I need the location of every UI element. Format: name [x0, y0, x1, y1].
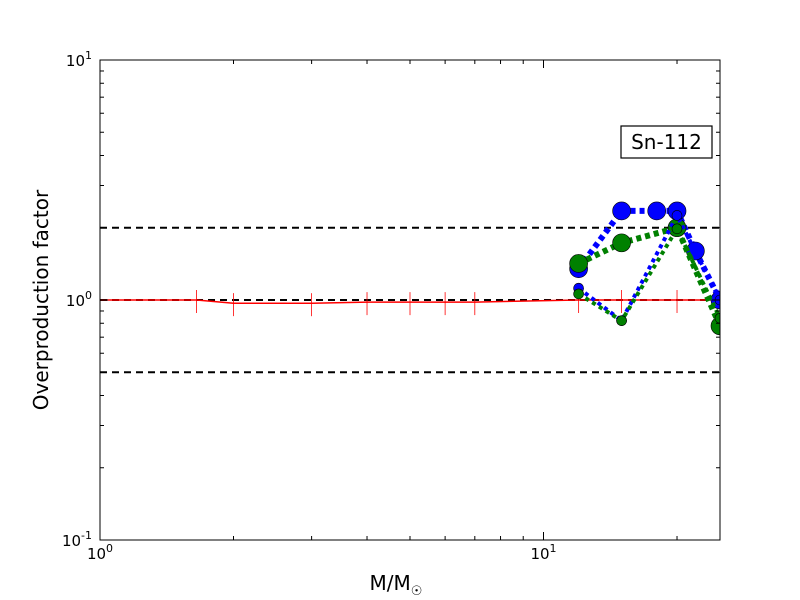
y-tick-label: 101 [66, 49, 92, 70]
data-point [612, 233, 631, 253]
data-point [714, 312, 720, 324]
data-point [671, 223, 683, 235]
data-point [573, 288, 584, 300]
series-line [577, 211, 720, 324]
data-point [569, 254, 588, 273]
data-point [616, 315, 627, 326]
x-tick-label: 100 [87, 542, 113, 563]
annotation-box: Sn-112 [620, 125, 713, 159]
series-line [577, 224, 720, 324]
y-tick-label: 10-1 [62, 529, 92, 550]
data-point [647, 201, 667, 221]
series-layer [100, 201, 720, 336]
series-4 [573, 223, 720, 326]
y-tick-label: 100 [66, 289, 92, 310]
series-line [577, 224, 720, 328]
data-point [671, 210, 683, 221]
annotation-label: Sn-112 [631, 130, 702, 154]
series-line [100, 299, 720, 304]
y-axis-label: Overproduction factor [29, 189, 53, 410]
x-tick-label: 101 [530, 542, 556, 563]
series-1 [569, 201, 720, 310]
data-point [612, 201, 631, 221]
x-axis-label: M/M☉ [370, 571, 423, 599]
series-0 [100, 290, 720, 317]
